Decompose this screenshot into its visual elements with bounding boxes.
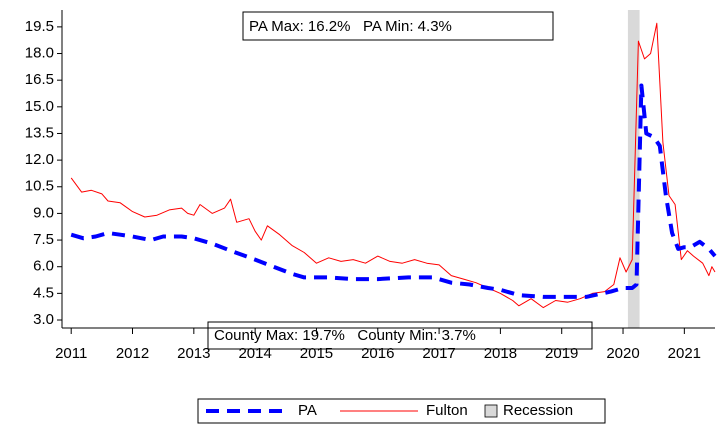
x-tick-label: 2016 bbox=[361, 345, 394, 362]
x-tick-label: 2021 bbox=[668, 345, 701, 362]
annotation: PA Max: 16.2% PA Min: 4.3% bbox=[249, 18, 452, 35]
recession-band bbox=[627, 10, 640, 328]
x-tick-label: 2018 bbox=[484, 345, 517, 362]
annotation-box bbox=[207, 321, 593, 350]
y-tick-label: 18.0 bbox=[25, 44, 54, 61]
y-tick-label: 3.0 bbox=[33, 311, 54, 328]
y-tick-label: 12.0 bbox=[25, 151, 54, 168]
y-tick-label: 10.5 bbox=[25, 178, 54, 195]
annotation: County Max: 19.7% County Min: 3.7% bbox=[214, 327, 476, 344]
y-tick-label: 16.5 bbox=[25, 71, 54, 88]
legend-label: Recession bbox=[503, 402, 573, 419]
x-tick-label: 2013 bbox=[177, 345, 210, 362]
annotation-box bbox=[242, 11, 554, 41]
y-tick-label: 15.0 bbox=[25, 98, 54, 115]
legend-label: Fulton bbox=[426, 402, 468, 419]
legend-swatch bbox=[484, 404, 498, 418]
series-line bbox=[70, 83, 717, 299]
legend-label: PA bbox=[298, 402, 317, 419]
x-tick-label: 2020 bbox=[606, 345, 639, 362]
x-tick-label: 2019 bbox=[545, 345, 578, 362]
x-tick-label: 2012 bbox=[116, 345, 149, 362]
series-line bbox=[70, 22, 716, 309]
x-tick-label: 2014 bbox=[238, 345, 271, 362]
y-tick-label: 9.0 bbox=[33, 204, 54, 221]
y-tick-label: 19.5 bbox=[25, 18, 54, 35]
x-tick-label: 2015 bbox=[300, 345, 333, 362]
y-tick-label: 6.0 bbox=[33, 258, 54, 275]
y-tick-label: 7.5 bbox=[33, 231, 54, 248]
x-tick-label: 2017 bbox=[422, 345, 455, 362]
y-tick-label: 4.5 bbox=[33, 284, 54, 301]
legend-box bbox=[197, 398, 606, 424]
x-tick-label: 2011 bbox=[55, 345, 87, 362]
y-tick-label: 13.5 bbox=[25, 124, 54, 141]
